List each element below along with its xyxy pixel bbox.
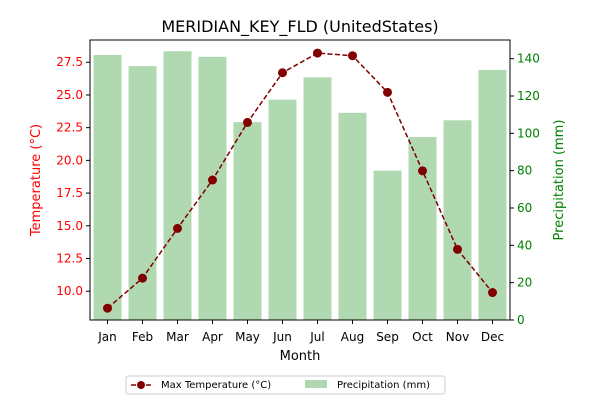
legend-bar-swatch — [305, 380, 327, 388]
left-tick-label: 15.0 — [56, 219, 83, 233]
precipitation-bar-dec — [478, 69, 507, 320]
precipitation-bar-sep — [373, 170, 402, 320]
x-tick-label: Jun — [272, 330, 292, 344]
legend-label-temperature: Max Temperature (°C) — [161, 380, 271, 391]
x-tick-label: Sep — [376, 330, 399, 344]
left-tick-label: 20.0 — [56, 153, 83, 167]
left-tick-label: 10.0 — [56, 284, 83, 298]
temperature-point-dec — [488, 288, 497, 298]
right-tick-label: 120 — [517, 89, 540, 103]
temperature-point-mar — [173, 223, 182, 233]
temperature-point-feb — [138, 273, 147, 283]
precipitation-bar-may — [233, 122, 262, 320]
right-axis-ticks: 0 20 40 60 80 100 120 140 — [510, 52, 540, 327]
precipitation-bar-jan — [93, 54, 122, 320]
temperature-line — [107, 52, 494, 309]
x-tick-label: Jan — [97, 330, 117, 344]
x-axis-label: Month — [280, 349, 321, 364]
plot-area-frame — [89, 39, 511, 321]
left-tick-label: 12.5 — [56, 252, 83, 266]
temperature-line-layer — [103, 48, 497, 313]
legend-marker-swatch — [137, 381, 145, 389]
right-axis-label: Precipitation (mm) — [552, 120, 567, 241]
right-tick-label: 40 — [517, 238, 532, 252]
precipitation-bar-mar — [163, 51, 192, 320]
right-tick-label: 20 — [517, 276, 532, 290]
left-tick-label: 22.5 — [56, 121, 83, 135]
right-tick-label: 60 — [517, 201, 532, 215]
chart-title: MERIDIAN_KEY_FLD (UnitedStates) — [161, 17, 438, 37]
temperature-point-jul — [313, 48, 322, 58]
temperature-point-oct — [418, 166, 427, 176]
x-tick-label: May — [235, 330, 260, 344]
x-tick-label: Apr — [202, 330, 223, 344]
x-tick-label: Nov — [446, 330, 469, 344]
left-axis-label: Temperature (°C) — [29, 124, 44, 237]
temperature-point-nov — [453, 244, 462, 254]
precipitation-bar-jun — [268, 99, 297, 320]
left-tick-label: 17.5 — [56, 186, 83, 200]
right-tick-label: 80 — [517, 164, 532, 178]
right-tick-label: 100 — [517, 126, 540, 140]
precipitation-bar-aug — [338, 112, 367, 320]
left-axis-ticks: 10.0 12.5 15.0 17.5 20.0 22.5 25.0 27.5 — [56, 55, 90, 298]
legend: Max Temperature (°C) Precipitation (mm) — [125, 375, 446, 395]
temperature-point-apr — [208, 175, 217, 185]
legend-frame — [125, 375, 446, 395]
temperature-point-jan — [103, 303, 112, 313]
x-tick-label: Feb — [132, 330, 153, 344]
temperature-point-jun — [278, 68, 287, 78]
x-tick-label: Jul — [309, 330, 324, 344]
legend-label-precipitation: Precipitation (mm) — [337, 380, 430, 391]
left-tick-label: 25.0 — [56, 88, 83, 102]
x-axis-ticks: Jan Feb Mar Apr May Jun Jul Aug Sep Oct Nov Dec — [97, 320, 504, 344]
precipitation-bar-jul — [303, 77, 332, 320]
temperature-point-sep — [383, 87, 392, 97]
left-tick-label: 27.5 — [56, 55, 83, 69]
precipitation-bar-oct — [408, 137, 437, 320]
x-tick-label: Mar — [166, 330, 189, 344]
right-tick-label: 140 — [517, 52, 540, 66]
precipitation-bar-apr — [198, 56, 227, 321]
precipitation-bars — [93, 51, 507, 321]
x-tick-label: Oct — [412, 330, 433, 344]
x-tick-label: Dec — [481, 330, 504, 344]
precipitation-bar-nov — [443, 120, 472, 321]
x-tick-label: Aug — [341, 330, 364, 344]
right-tick-label: 0 — [517, 313, 525, 327]
temperature-point-aug — [348, 51, 357, 61]
temperature-point-may — [243, 117, 252, 127]
